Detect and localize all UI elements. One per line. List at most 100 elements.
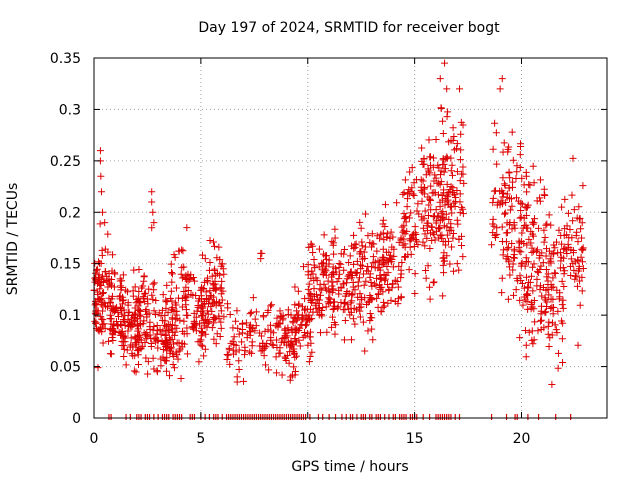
data-point (230, 333, 238, 341)
data-point (509, 260, 517, 268)
data-point (414, 241, 422, 249)
data-point (330, 250, 338, 258)
data-point (528, 218, 536, 226)
data-point (287, 373, 295, 381)
data-point (141, 338, 149, 346)
data-point (163, 338, 171, 346)
data-point (309, 270, 317, 278)
data-point (326, 295, 334, 303)
data-point (421, 242, 429, 250)
data-point (332, 268, 340, 276)
data-point (246, 310, 254, 318)
y-tick-label: 0.15 (50, 257, 81, 273)
data-point (460, 179, 468, 187)
data-point (439, 161, 447, 169)
data-point (282, 354, 290, 362)
data-point (364, 298, 372, 306)
data-point (117, 331, 125, 339)
data-point (325, 299, 333, 307)
data-point (573, 282, 581, 290)
data-point (574, 341, 582, 349)
data-point (106, 326, 114, 334)
data-point (410, 243, 418, 251)
data-point (397, 293, 405, 301)
data-point (379, 216, 387, 224)
data-point (213, 330, 221, 338)
data-point (347, 268, 355, 276)
data-point (199, 342, 207, 350)
data-point (408, 164, 416, 172)
data-point (294, 315, 302, 323)
data-point (506, 206, 514, 214)
data-point (293, 307, 301, 315)
data-point (362, 277, 370, 285)
data-point (196, 337, 204, 345)
data-point (175, 347, 183, 355)
data-point (309, 248, 317, 256)
data-point (459, 121, 467, 129)
data-point (579, 182, 587, 190)
data-point (149, 280, 157, 288)
data-point (418, 213, 426, 221)
data-point (543, 303, 551, 311)
data-point (291, 283, 299, 291)
data-point (139, 294, 147, 302)
data-point (446, 188, 454, 196)
data-point (202, 295, 210, 303)
data-point (508, 225, 516, 233)
data-point (418, 188, 426, 196)
data-point (356, 218, 364, 226)
data-point (570, 206, 578, 214)
data-point (516, 163, 524, 171)
data-point (381, 277, 389, 285)
data-point (129, 312, 137, 320)
data-point (295, 301, 303, 309)
data-point (526, 181, 534, 189)
data-point (93, 265, 101, 273)
data-point (317, 291, 325, 299)
data-point (544, 322, 552, 330)
data-point (118, 277, 126, 285)
data-point (530, 336, 538, 344)
data-point (562, 246, 570, 254)
data-point (406, 168, 414, 176)
data-point (366, 309, 374, 317)
data-point (136, 319, 144, 327)
data-point (300, 263, 308, 271)
data-point (104, 230, 112, 238)
data-point (241, 351, 249, 359)
data-point (182, 311, 190, 319)
data-point (203, 316, 211, 324)
data-point (505, 168, 513, 176)
data-point (315, 245, 323, 253)
data-point (180, 287, 188, 295)
data-point (422, 171, 430, 179)
data-point (545, 318, 553, 326)
y-tick-label: 0.2 (59, 205, 81, 221)
data-point (521, 262, 529, 270)
data-point (553, 238, 561, 246)
data-point (337, 283, 345, 291)
data-point (322, 251, 330, 259)
data-point (380, 298, 388, 306)
data-point (242, 319, 250, 327)
data-point (447, 183, 455, 191)
data-point (143, 329, 151, 337)
data-point (249, 294, 257, 302)
data-point (351, 241, 359, 249)
data-point (308, 348, 316, 356)
data-point (318, 312, 326, 320)
data-point (509, 266, 517, 274)
data-point (447, 167, 455, 175)
data-point (233, 307, 241, 315)
data-point (449, 136, 457, 144)
data-point (135, 265, 143, 273)
data-point (522, 221, 530, 229)
data-point (193, 307, 201, 315)
data-point (427, 153, 435, 161)
data-point (162, 298, 170, 306)
data-point (489, 199, 497, 207)
data-point (543, 220, 551, 228)
data-point (547, 281, 555, 289)
y-tick-label: 0.1 (59, 308, 81, 324)
